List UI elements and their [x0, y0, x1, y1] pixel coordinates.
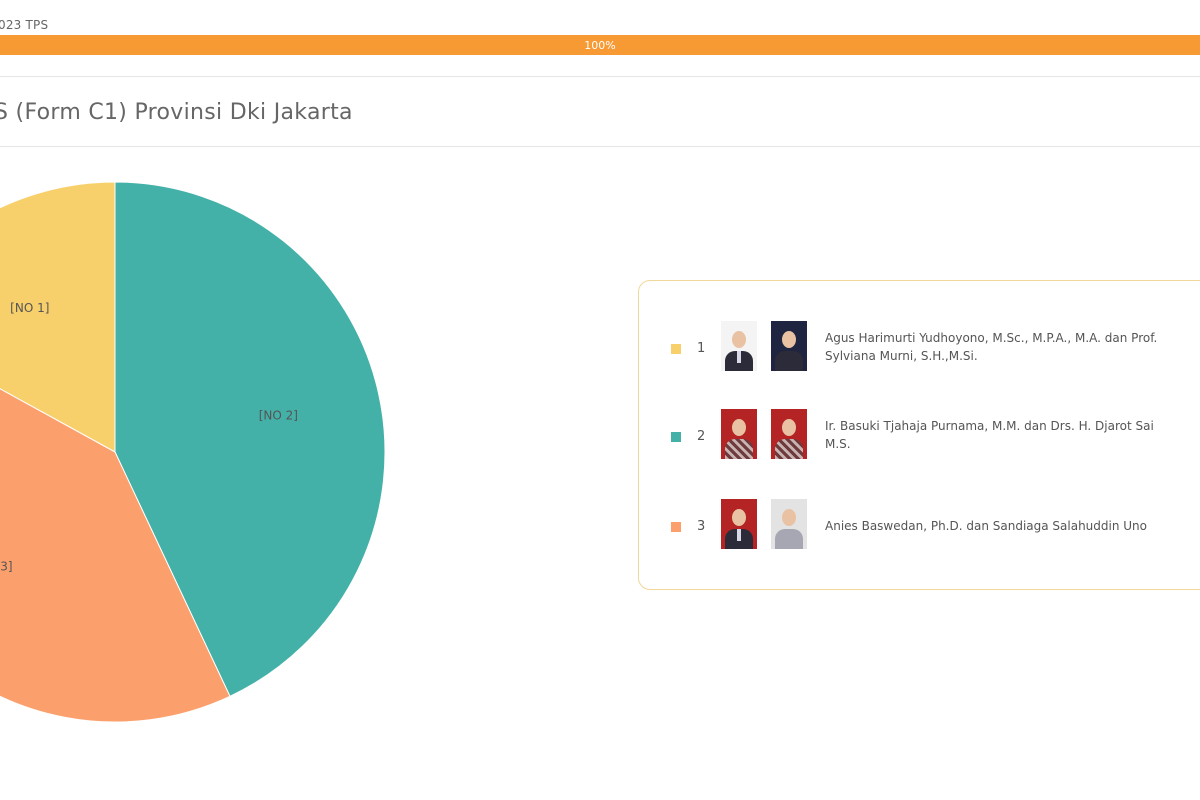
divider [0, 76, 1200, 77]
legend-swatch-2 [671, 432, 681, 442]
candidate-legend: 1 Agus Harimurti Yudhoyono, M.Sc., M.P.A… [638, 280, 1200, 590]
candidate-photo-icon [771, 499, 807, 549]
candidate-photo-icon [721, 409, 757, 459]
progress-bar-fill: 100% [0, 35, 1200, 55]
pie-slice-2[interactable] [114, 181, 386, 697]
progress-percent-text: 100% [584, 38, 616, 52]
legend-candidate-names-2: Ir. Basuki Tjahaja Purnama, M.M. dan Drs… [825, 419, 1154, 451]
legend-candidate-names-3: Anies Baswedan, Ph.D. dan Sandiaga Salah… [825, 519, 1148, 533]
legend-swatch-1 [671, 344, 681, 354]
pie-slice-3[interactable] [0, 322, 231, 723]
candidate-photo-icon [721, 499, 757, 549]
legend-number-2: 2 [697, 429, 706, 444]
candidate-photo-icon [721, 321, 757, 371]
candidate-photo-icon [771, 409, 807, 459]
divider [0, 146, 1200, 147]
legend-number-3: 3 [697, 519, 706, 534]
legend-item-1: 1 Agus Harimurti Yudhoyono, M.Sc., M.P.A… [639, 321, 1200, 381]
legend-number-1: 1 [697, 341, 706, 356]
legend-item-2: 2 Ir. Basuki Tjahaja Purnama, M.M. dan D… [639, 409, 1200, 469]
section-title: S (Form C1) Provinsi Dki Jakarta [0, 100, 353, 125]
legend-item-3: 3 Anies Baswedan, Ph.D. dan Sandiaga Sal… [639, 499, 1200, 559]
candidate-photo-icon [771, 321, 807, 371]
pie-slice-1[interactable] [0, 181, 116, 453]
legend-swatch-3 [671, 522, 681, 532]
progress-bar: 100% [0, 35, 1200, 55]
tps-count-label: 023 TPS [0, 18, 49, 32]
legend-candidate-names-1: Agus Harimurti Yudhoyono, M.Sc., M.P.A.,… [825, 331, 1158, 363]
